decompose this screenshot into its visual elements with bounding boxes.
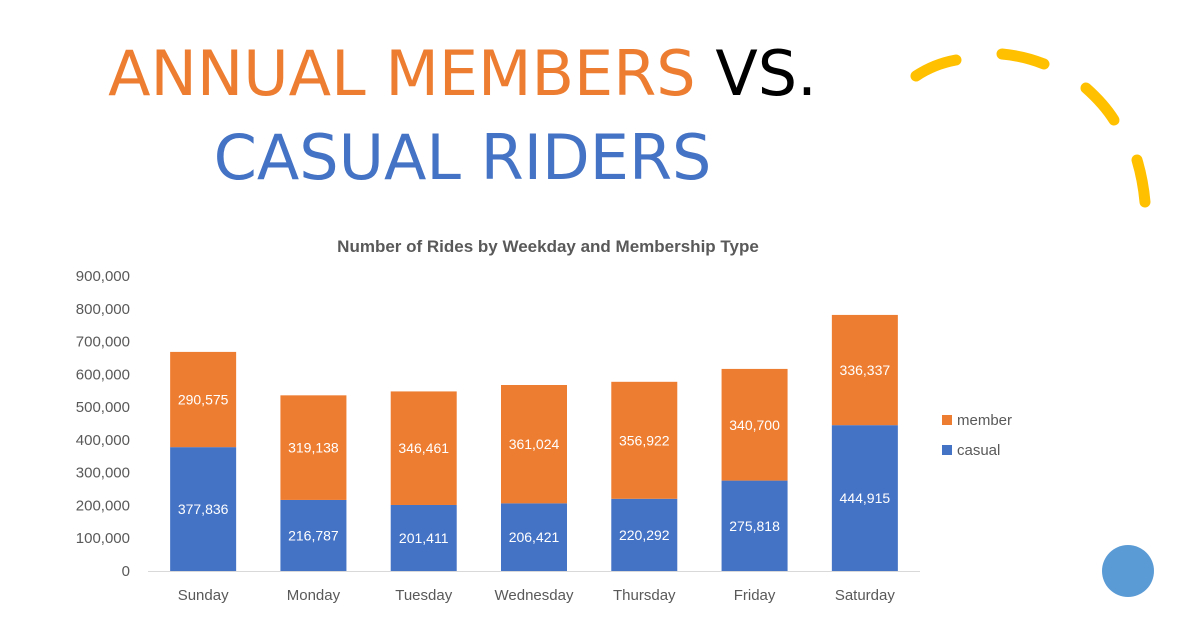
data-label-casual: 216,787 xyxy=(288,527,339,543)
y-tick-label: 100,000 xyxy=(76,530,130,547)
data-label-member: 336,337 xyxy=(840,362,891,378)
data-label-casual: 275,818 xyxy=(729,518,780,534)
slide-title-line-2: CASUAL RIDERS xyxy=(213,121,712,194)
slide-title-part-2: VS. xyxy=(715,37,817,110)
bar-member-saturday xyxy=(831,314,898,426)
data-label-casual: 444,915 xyxy=(840,490,891,506)
x-tick-label: Thursday xyxy=(613,587,676,604)
x-tick-label: Sunday xyxy=(178,587,229,604)
bar-casual-thursday xyxy=(611,498,678,571)
data-label-member: 340,700 xyxy=(729,417,780,433)
slide-title-line-1: ANNUAL MEMBERS VS. xyxy=(0,32,925,116)
data-label-member: 290,575 xyxy=(178,392,229,408)
x-tick-label: Monday xyxy=(287,587,341,604)
x-tick-label: Tuesday xyxy=(395,587,452,604)
legend-swatch-casual xyxy=(942,445,952,455)
bar-casual-friday xyxy=(721,480,788,571)
legend-label-casual: casual xyxy=(957,442,1000,459)
bar-casual-wednesday xyxy=(501,503,567,571)
chart-title: Number of Rides by Weekday and Membershi… xyxy=(337,237,759,256)
x-tick-label: Wednesday xyxy=(495,587,574,604)
x-axis: Sunday Monday Tuesday Wednesday Thursday Frid… xyxy=(148,571,920,604)
bar-member-tuesday xyxy=(390,391,457,505)
bars-group: 377,836 290,575 216,787 319,138 201,411 346,4… xyxy=(170,314,898,571)
legend-label-member: member xyxy=(957,412,1012,429)
rides-chart: Number of Rides by Weekday and Membershi… xyxy=(76,237,1012,604)
y-tick-label: 800,000 xyxy=(76,301,130,318)
y-tick-label: 900,000 xyxy=(76,268,130,285)
bar-casual-saturday xyxy=(831,425,898,571)
legend-swatch-member xyxy=(942,415,952,425)
data-label-member: 356,922 xyxy=(619,432,670,448)
data-label-casual: 206,421 xyxy=(509,529,560,545)
y-tick-label: 400,000 xyxy=(76,432,130,449)
arc-dash-3 xyxy=(1080,82,1120,126)
arc-dash-1 xyxy=(910,54,962,82)
y-axis: 0 100,000 200,000 300,000 400,000 500,000 600,… xyxy=(76,268,130,580)
slide-title-part-1: ANNUAL MEMBERS xyxy=(108,37,696,110)
bar-member-monday xyxy=(280,395,347,500)
arc-dash-4 xyxy=(1131,154,1151,208)
bar-member-wednesday xyxy=(501,385,567,504)
data-label-casual: 220,292 xyxy=(619,527,670,543)
data-label-casual: 377,836 xyxy=(178,501,229,517)
x-tick-label: Friday xyxy=(734,587,776,604)
slide-title: ANNUAL MEMBERS VS. CASUAL RIDERS xyxy=(0,32,925,200)
data-label-member: 346,461 xyxy=(398,440,449,456)
y-tick-label: 200,000 xyxy=(76,497,130,514)
data-label-member: 361,024 xyxy=(509,436,560,452)
bar-member-thursday xyxy=(611,381,678,499)
data-label-member: 319,138 xyxy=(288,440,339,456)
x-tick-label: Saturday xyxy=(835,587,896,604)
bar-casual-tuesday xyxy=(390,504,457,571)
decorative-dashed-arc xyxy=(910,48,1151,208)
bar-casual-monday xyxy=(280,499,347,571)
bar-casual-sunday xyxy=(170,447,237,571)
y-tick-label: 0 xyxy=(122,563,130,580)
y-tick-label: 600,000 xyxy=(76,366,130,383)
legend: member casual xyxy=(942,412,1012,459)
bar-member-sunday xyxy=(170,351,237,448)
data-label-casual: 201,411 xyxy=(399,530,449,546)
y-tick-label: 500,000 xyxy=(76,399,130,416)
bar-member-friday xyxy=(721,368,788,481)
y-tick-label: 700,000 xyxy=(76,334,130,351)
y-tick-label: 300,000 xyxy=(76,465,130,482)
decorative-circle xyxy=(1102,545,1154,597)
arc-dash-2 xyxy=(996,48,1050,70)
